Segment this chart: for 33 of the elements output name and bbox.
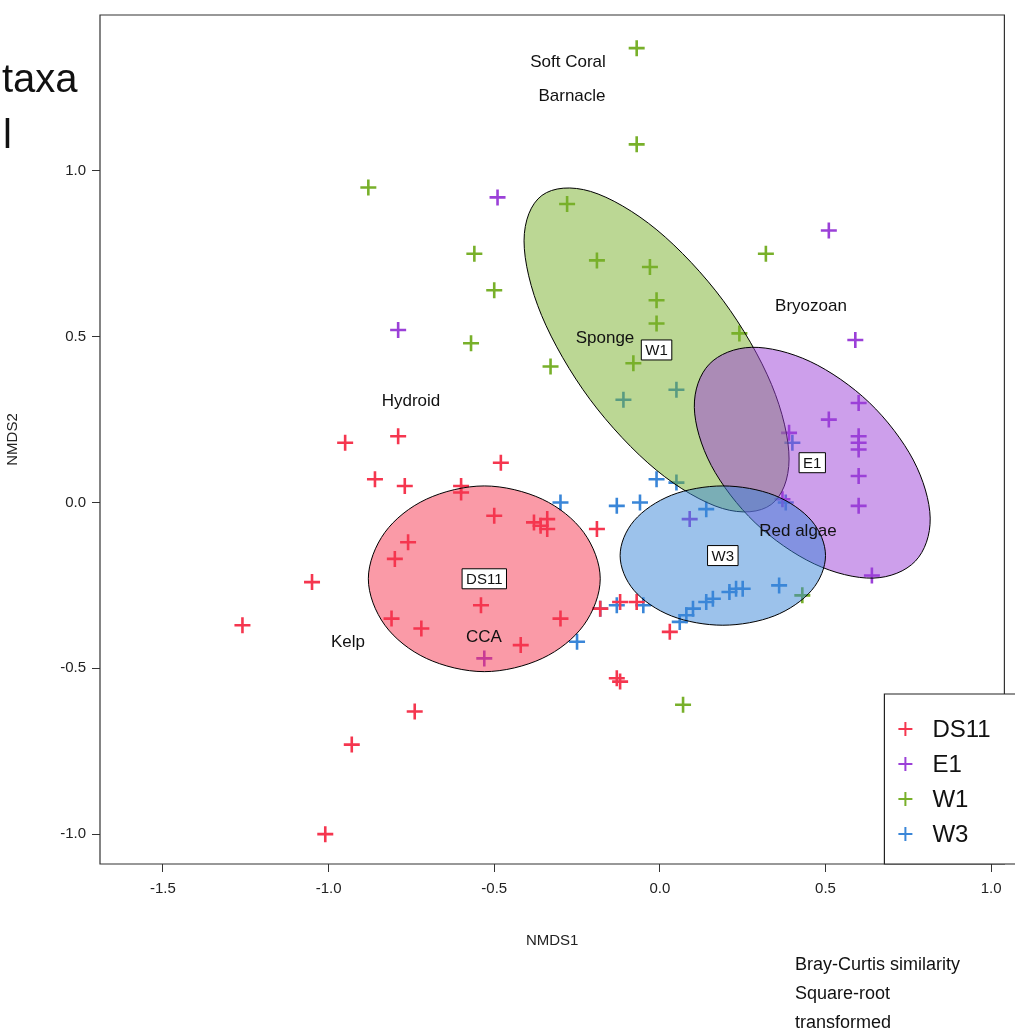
x-tick-label: -0.5 [481, 879, 508, 897]
text: Square-root [795, 982, 892, 1005]
text: Bray-Curtis similarity [795, 953, 961, 976]
text: taxa [2, 56, 78, 101]
text: l [3, 112, 12, 157]
text: transformed [795, 1011, 893, 1029]
series-label: W1 [645, 341, 668, 359]
y-tick-label: -0.5 [60, 658, 86, 676]
x-tick-label: 1.0 [980, 879, 1002, 897]
annotation: Hydroid [381, 390, 441, 410]
y-tick-label: 1.0 [65, 161, 86, 179]
annotation: Soft Coral [530, 51, 606, 71]
y-tick-label: -1.0 [60, 824, 86, 842]
x-tick-label: -1.5 [150, 879, 176, 897]
legend-label: E1 [932, 749, 962, 777]
legend-label: W3 [932, 819, 969, 847]
annotation: Sponge [575, 327, 635, 347]
annotation: Bryozoan [775, 295, 847, 315]
series-label: W3 [711, 546, 735, 564]
legend-label: DS11 [932, 714, 991, 742]
y-tick-label: 0.0 [65, 492, 86, 510]
x-tick-label: 0.5 [815, 879, 836, 897]
series-label: E1 [803, 453, 822, 471]
legend-label: W1 [932, 784, 969, 812]
annotation: Kelp [330, 631, 366, 651]
x-tick-label: 0.0 [649, 879, 671, 897]
x-tick-label: -1.0 [315, 879, 342, 897]
series-label: DS11 [466, 569, 503, 587]
y-axis-title: NMDS2 [3, 413, 21, 466]
annotation: CCA [466, 626, 503, 646]
annotation: Barnacle [538, 85, 606, 105]
x-axis-title: NMDS1 [525, 931, 579, 949]
y-tick-label: 0.5 [65, 326, 86, 344]
